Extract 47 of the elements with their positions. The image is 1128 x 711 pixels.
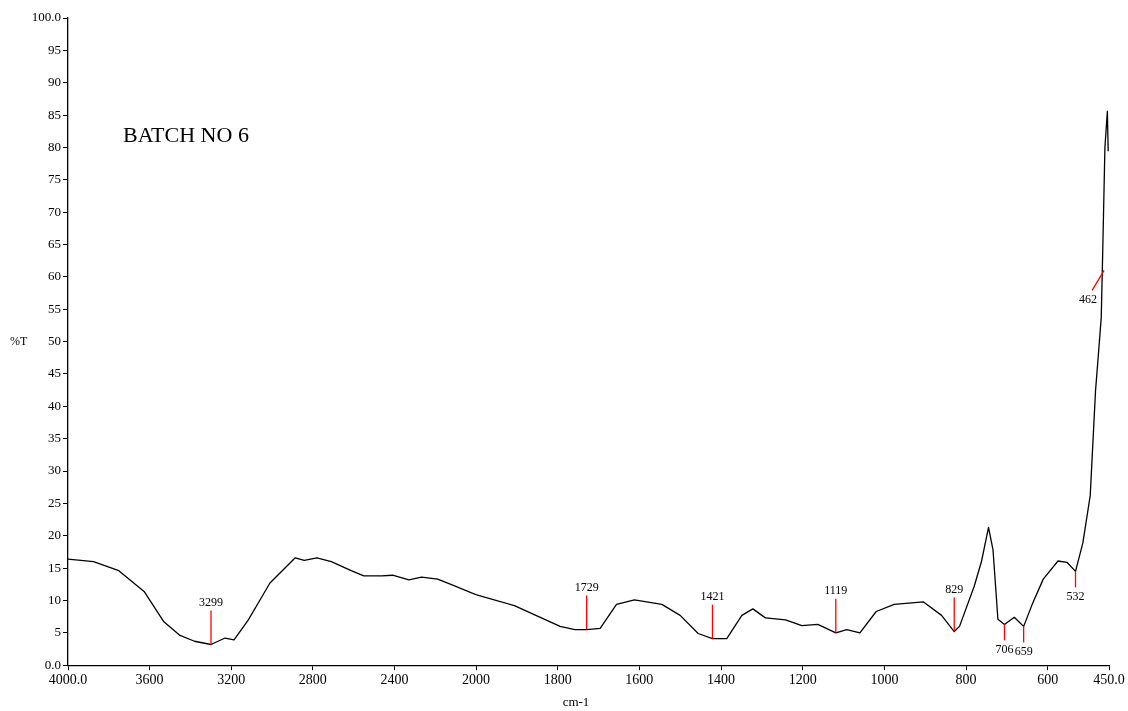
y-tick-label: 35 <box>48 430 61 446</box>
x-tick-label: 2000 <box>462 672 490 688</box>
y-tick-label: 85 <box>48 106 61 122</box>
x-tick-label: 600 <box>1037 672 1059 688</box>
y-tick-label: 0.0 <box>44 656 61 672</box>
y-axis-title: %T <box>10 333 28 348</box>
x-tick-label: 3200 <box>217 672 246 688</box>
x-tick-label: 1400 <box>707 672 736 688</box>
x-tick-label: 450.0 <box>1093 672 1125 688</box>
x-tick-label: 4000.0 <box>48 672 88 688</box>
x-tick-label: 1200 <box>788 672 817 688</box>
y-tick-label: 45 <box>48 365 61 381</box>
x-tick-label: 1600 <box>625 672 654 688</box>
y-tick-label: 20 <box>48 527 61 543</box>
y-tick-label: 65 <box>48 235 61 251</box>
y-tick-label: 30 <box>48 462 61 478</box>
x-tick-label: 3600 <box>135 672 164 688</box>
x-axis-title: cm-1 <box>562 693 590 709</box>
y-tick-label: 95 <box>48 41 61 57</box>
annotation: 462 <box>1079 291 1098 306</box>
annotation: BATCH NO 6 <box>123 121 249 147</box>
x-tick-label: 800 <box>955 672 977 688</box>
annotation: 3299 <box>199 594 223 609</box>
y-tick-label: 55 <box>48 300 61 316</box>
annotation: 659 <box>1014 643 1033 658</box>
x-tick-label: 1000 <box>870 672 899 688</box>
y-tick-label: 25 <box>48 494 61 510</box>
annotation: 532 <box>1066 588 1085 603</box>
y-tick-label: 5 <box>54 624 61 640</box>
y-tick-label: 50 <box>48 333 61 349</box>
x-tick-label: 2800 <box>298 672 327 688</box>
y-tick-label: 60 <box>48 268 61 284</box>
annotation: 1421 <box>700 588 725 603</box>
y-tick-label: 100.0 <box>31 9 61 25</box>
annotation: 1119 <box>824 583 848 597</box>
y-tick-label: 15 <box>48 559 61 575</box>
x-tick-label: 1800 <box>543 672 572 688</box>
annotation: 1729 <box>574 579 599 594</box>
y-tick-label: 75 <box>48 171 61 187</box>
y-tick-label: 90 <box>48 74 61 90</box>
y-tick-label: 70 <box>48 203 61 219</box>
annotation: 706 <box>995 641 1014 656</box>
annotation: 829 <box>945 581 964 596</box>
x-tick-label: 2400 <box>380 672 409 688</box>
y-tick-label: 40 <box>48 397 61 413</box>
y-tick-label: 10 <box>48 591 61 607</box>
y-tick-label: 80 <box>48 138 61 154</box>
